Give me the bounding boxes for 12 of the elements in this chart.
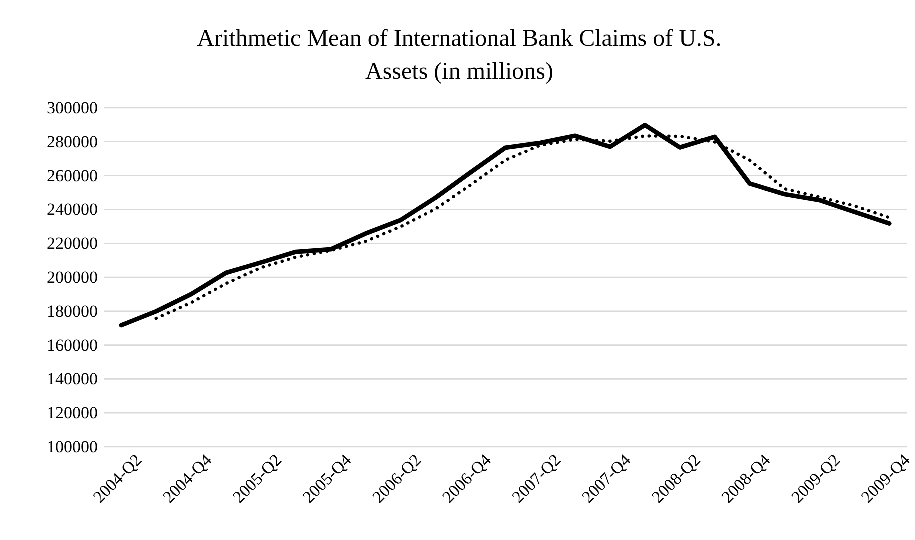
y-tick-label: 240000 <box>47 200 98 220</box>
chart-title: Arithmetic Mean of International Bank Claims of U.S. Assets (in millions) <box>197 26 722 85</box>
y-tick-label: 140000 <box>47 370 98 389</box>
y-tick-label: 280000 <box>47 132 98 152</box>
y-tick-label: 220000 <box>47 234 98 254</box>
y-tick-label: 180000 <box>47 302 98 321</box>
y-tick-label: 300000 <box>47 98 98 118</box>
y-tick-label: 160000 <box>47 336 98 355</box>
y-tick-label: 200000 <box>47 268 98 287</box>
y-tick-label: 100000 <box>47 437 98 456</box>
y-tick-label: 120000 <box>47 404 98 423</box>
y-tick-label: 260000 <box>47 166 98 186</box>
